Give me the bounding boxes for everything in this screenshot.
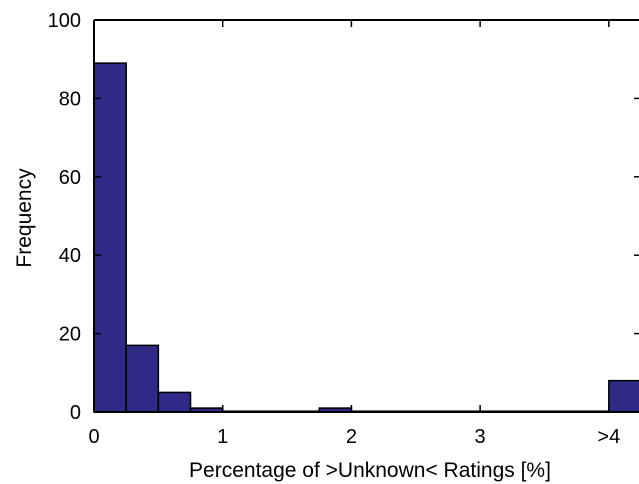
x-tick-label-3: 3 xyxy=(475,426,486,448)
x-tick-label-1: 1 xyxy=(217,426,228,448)
y-tick-label-60: 60 xyxy=(59,167,81,189)
histogram-bar-2 xyxy=(157,391,192,413)
x-tick-label-0: 0 xyxy=(88,426,99,448)
x-tick-label-2: 2 xyxy=(346,426,357,448)
x-axis-label: Percentage of >Unknown< Ratings [%] xyxy=(189,459,551,482)
histogram-bar-1 xyxy=(125,344,160,413)
y-tick-label-0: 0 xyxy=(70,402,81,424)
histogram-bars xyxy=(93,62,639,413)
y-tick-label-80: 80 xyxy=(59,88,81,110)
y-tick-label-100: 100 xyxy=(48,10,81,32)
y-tick-label-20: 20 xyxy=(59,324,81,346)
axis-ticks: 0 20 40 60 80 100 0 1 2 3 >4 xyxy=(48,10,639,448)
histogram-bar-16 xyxy=(608,379,639,413)
y-tick-label-40: 40 xyxy=(59,245,81,267)
x-tick-label-4: >4 xyxy=(597,426,620,448)
y-axis-label: Frequency xyxy=(13,168,36,268)
axes xyxy=(93,19,639,413)
histogram-bar-0 xyxy=(93,62,127,413)
